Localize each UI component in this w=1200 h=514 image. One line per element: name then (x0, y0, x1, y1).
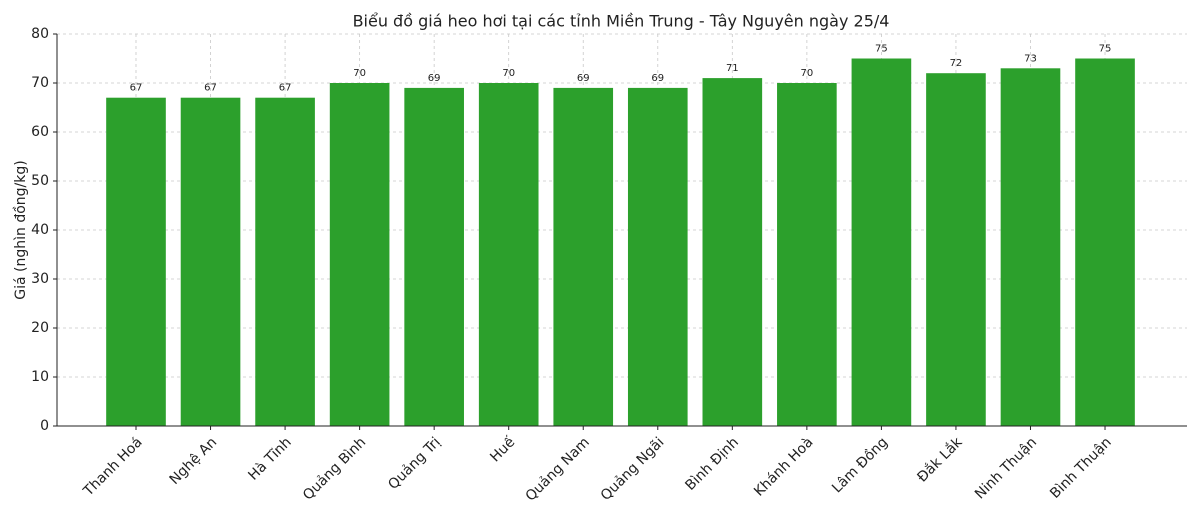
y-tick-label: 0 (40, 418, 49, 434)
bar (1000, 68, 1061, 427)
x-tick-label: Nghệ An (167, 434, 221, 488)
x-tick-label: Hà Tĩnh (245, 434, 294, 483)
bar (553, 87, 614, 427)
data-label: 73 (1024, 53, 1037, 64)
x-tick-label: Quảng Ngãi (598, 434, 668, 504)
data-label: 67 (279, 83, 292, 94)
x-tick-label: Quảng Trị (385, 434, 444, 493)
bar (255, 97, 315, 426)
data-label: 70 (800, 68, 813, 79)
x-tick-label: Ninh Thuận (972, 434, 1040, 502)
y-tick-label: 60 (31, 124, 49, 140)
bar (404, 87, 464, 427)
data-label: 69 (577, 73, 590, 84)
y-tick-label: 50 (31, 173, 49, 189)
x-tick-label: Bình Định (682, 434, 742, 494)
bar (702, 78, 763, 426)
data-label: 70 (502, 68, 515, 79)
y-tick-label: 80 (31, 26, 49, 42)
bar (329, 83, 390, 426)
bar (851, 58, 912, 426)
x-tick-label: Thanh Hoá (80, 434, 146, 500)
data-label: 72 (950, 58, 963, 69)
y-tick-label: 20 (31, 320, 49, 336)
data-label: 75 (1099, 44, 1112, 55)
x-tick-label: Đắk Lắk (914, 433, 967, 486)
data-label: 67 (204, 83, 217, 94)
y-tick-label: 10 (31, 369, 49, 385)
bar (180, 97, 241, 426)
y-axis-label: Giá (nghìn đồng/kg) (12, 160, 29, 299)
x-tick-label: Huế (487, 433, 519, 465)
x-tick-label: Khánh Hoà (751, 434, 816, 499)
bar (926, 73, 986, 426)
x-tick-label: Bình Thuận (1047, 434, 1114, 501)
chart-title: Biểu đồ giá heo hơi tại các tỉnh Miền Tr… (353, 12, 890, 31)
x-tick-label: Lâm Đồng (828, 434, 891, 497)
bar (777, 83, 837, 426)
data-label: 67 (130, 83, 143, 94)
data-label: 69 (651, 73, 664, 84)
bar (627, 87, 688, 427)
x-tick-label: Quảng Nam (523, 434, 593, 504)
bar (1075, 58, 1135, 426)
y-tick-label: 40 (31, 222, 49, 238)
data-label: 71 (726, 63, 739, 74)
data-label: 69 (428, 73, 441, 84)
y-tick-label: 30 (31, 271, 49, 287)
data-label: 75 (875, 44, 888, 55)
x-tick-label: Quảng Bình (300, 434, 369, 503)
y-tick-label: 70 (31, 75, 49, 91)
bar (478, 83, 539, 426)
bar (106, 97, 166, 426)
data-label: 70 (353, 68, 366, 79)
